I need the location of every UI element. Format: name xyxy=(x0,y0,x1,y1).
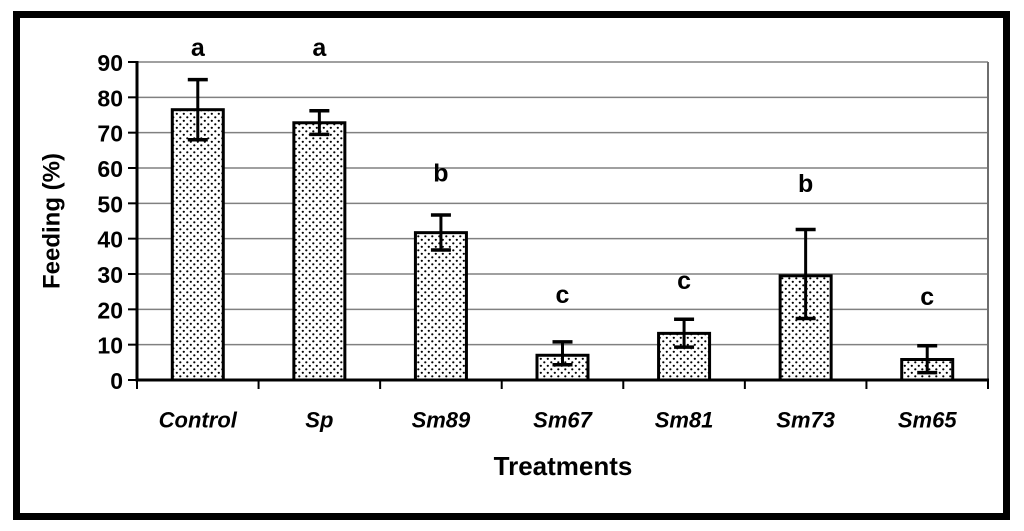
x-category-label-sp: Sp xyxy=(305,408,333,433)
bar-sp xyxy=(292,121,347,382)
error-bars xyxy=(187,77,938,375)
bar-control xyxy=(170,108,225,382)
y-tick-label: 30 xyxy=(97,262,123,288)
significance-letter-sm65: c xyxy=(920,283,934,311)
x-category-label-sm65: Sm65 xyxy=(898,408,957,433)
y-tick-label: 20 xyxy=(97,297,123,323)
bar-sm89 xyxy=(413,231,468,382)
x-category-label-control: Control xyxy=(159,408,238,433)
x-category-label-sm89: Sm89 xyxy=(412,408,471,433)
y-tick-label: 40 xyxy=(97,227,123,253)
x-category-label-sm73: Sm73 xyxy=(776,408,835,433)
gridlines xyxy=(137,61,989,380)
y-tick-label: 0 xyxy=(110,368,123,394)
significance-letter-sm73: b xyxy=(798,170,813,198)
y-tick-label: 70 xyxy=(97,121,123,147)
significance-letter-sm81: c xyxy=(677,267,691,295)
significance-letters: a a b c c b c xyxy=(191,34,934,311)
significance-letter-sm89: b xyxy=(433,159,448,187)
y-axis-title: Feeding (%) xyxy=(39,153,66,289)
y-tick-label: 90 xyxy=(97,50,123,76)
axes xyxy=(128,61,989,389)
y-tick-label: 50 xyxy=(97,191,123,217)
y-tick-label: 10 xyxy=(97,333,123,359)
y-tick-label: 80 xyxy=(97,85,123,111)
significance-letter-sp: a xyxy=(312,34,327,62)
x-category-label-sm81: Sm81 xyxy=(655,408,714,433)
bars xyxy=(170,108,955,382)
x-category-labels: Control Sp Sm89 Sm67 Sm81 Sm73 Sm65 xyxy=(159,408,958,433)
y-tick-labels: 0 10 20 30 40 50 60 70 80 90 xyxy=(97,50,123,394)
significance-letter-control: a xyxy=(191,34,206,62)
x-axis-title: Treatments xyxy=(494,451,633,481)
y-tick-label: 60 xyxy=(97,156,123,182)
significance-letter-sm67: c xyxy=(556,281,570,309)
x-category-label-sm67: Sm67 xyxy=(533,408,593,433)
